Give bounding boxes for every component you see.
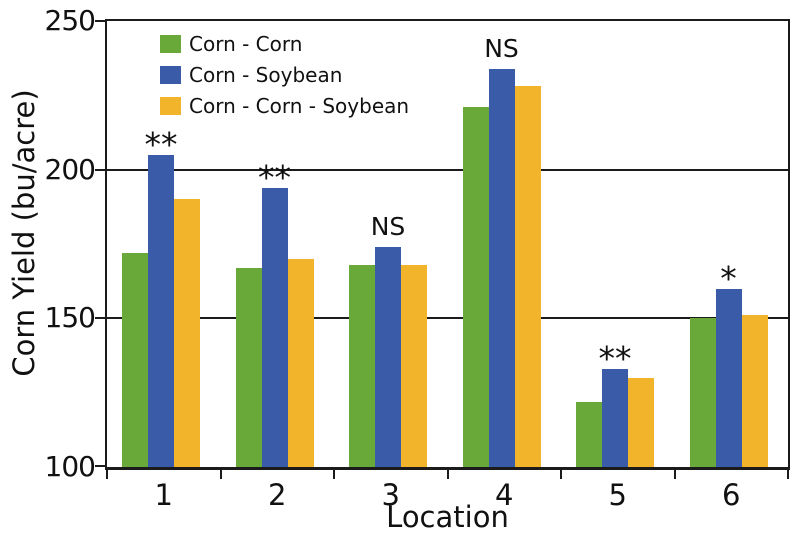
gridline-150 [107, 317, 788, 320]
x-tick-5 [673, 470, 676, 479]
legend-swatch-icon [160, 34, 181, 53]
y-tick-label-100: 100 [44, 450, 96, 483]
significance-label-loc6: * [720, 258, 737, 298]
group-location-1: ** [107, 21, 221, 467]
significance-label-loc3: NS [370, 211, 406, 241]
x-tick-label-5: 5 [608, 478, 627, 512]
bar-loc4-corn-soybean [488, 68, 515, 467]
bar-loc2-corn-corn-soybean [287, 258, 314, 467]
significance-label-loc2: ** [258, 157, 291, 197]
legend-swatch-icon [160, 96, 181, 115]
group-location-3: NS [334, 21, 448, 467]
gridline-200 [107, 168, 788, 171]
y-tick-250 [95, 20, 107, 22]
y-tick-150 [95, 317, 107, 320]
x-tick-2 [333, 470, 335, 479]
group-location-5: ** [561, 21, 675, 467]
legend-item-3: Corn - Corn - Soybean [160, 90, 409, 121]
bar-loc6-corn-soybean [715, 288, 742, 467]
x-tick-label-1: 1 [154, 478, 173, 512]
bar-loc2-corn-soybean [261, 187, 288, 467]
legend-item-label: Corn - Corn - Soybean [189, 93, 410, 118]
legend-swatch-icon [160, 65, 181, 84]
y-axis-title: Corn Yield (bu/acre) [7, 89, 41, 377]
x-axis-title: Location [386, 500, 509, 534]
y-tick-label-250: 250 [44, 4, 96, 37]
bar-loc2-corn-corn [235, 267, 262, 467]
y-tick-label-150: 150 [44, 301, 96, 335]
y-tick-200 [95, 168, 107, 171]
x-tick-3 [446, 470, 449, 479]
x-tick-label-4: 4 [495, 478, 514, 512]
bar-loc1-corn-corn-soybean [174, 199, 200, 467]
x-tick-label-6: 6 [722, 478, 741, 512]
bar-loc3-corn-corn [349, 264, 375, 467]
plot-area: Corn - Corn Corn - Soybean Corn - Corn - S… [45, 4, 790, 512]
bar-loc6-corn-corn [689, 318, 716, 467]
bar-loc5-corn-corn-soybean [628, 377, 654, 467]
y-tick-100 [95, 465, 107, 467]
legend: Corn - Corn Corn - Soybean Corn - Corn - S… [160, 28, 409, 121]
group-location-2: ** [221, 21, 335, 467]
x-tick-label-2: 2 [268, 478, 287, 512]
bar-loc1-corn-soybean [148, 154, 174, 467]
significance-label-loc1: ** [144, 124, 178, 164]
bar-loc6-corn-corn-soybean [741, 315, 768, 467]
bar-loc3-corn-corn-soybean [401, 264, 427, 467]
group-location-6: * [675, 21, 789, 467]
x-tick-4 [560, 470, 562, 479]
significance-label-loc5: ** [598, 338, 632, 378]
bar-loc4-corn-corn-soybean [514, 86, 541, 467]
x-tick-label-3: 3 [381, 478, 400, 512]
significance-label-loc4: NS [484, 33, 519, 63]
bar-loc3-corn-soybean [375, 246, 401, 467]
group-location-4: NS [448, 21, 562, 467]
x-tick-1 [219, 470, 222, 479]
x-tick-0 [106, 470, 108, 479]
bar-loc5-corn-soybean [602, 368, 628, 467]
bar-loc5-corn-corn [576, 401, 602, 467]
legend-item-2: Corn - Soybean [160, 59, 409, 90]
legend-item-1: Corn - Corn [160, 28, 409, 59]
legend-item-label: Corn - Corn [189, 31, 303, 56]
x-tick-6 [787, 470, 789, 479]
y-tick-label-200: 200 [44, 152, 96, 186]
legend-item-label: Corn - Soybean [189, 62, 343, 87]
bar-loc1-corn-corn [122, 252, 148, 467]
bar-loc4-corn-corn [462, 107, 489, 467]
